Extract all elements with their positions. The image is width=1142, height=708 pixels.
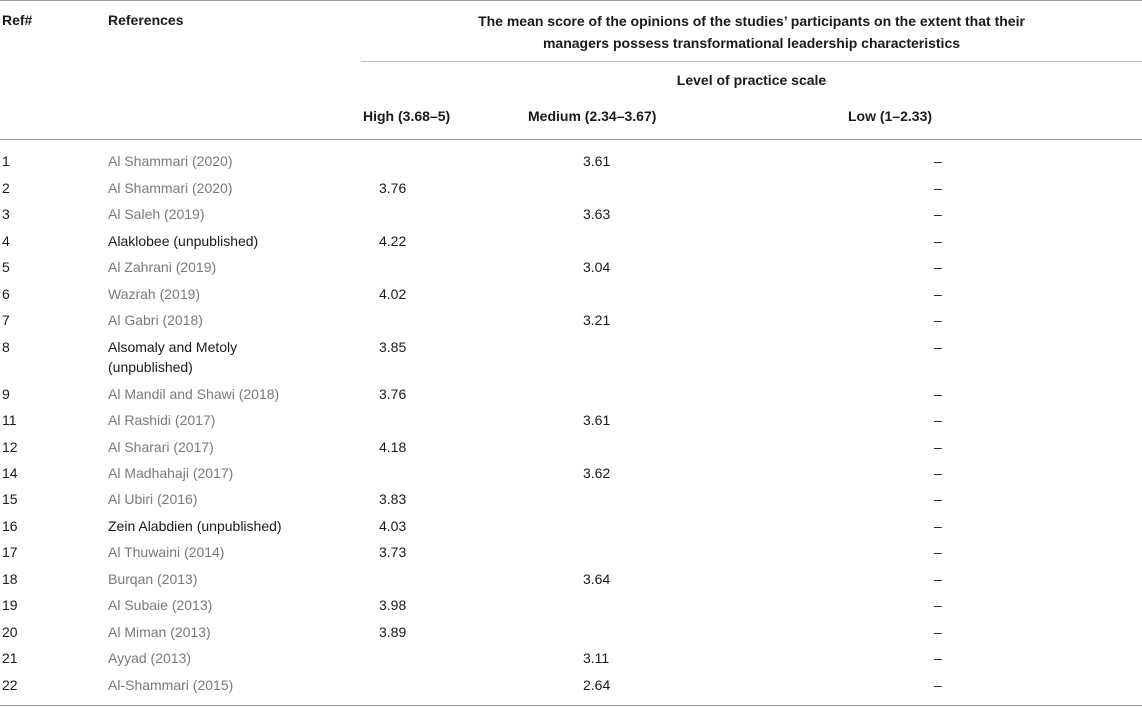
cell-high: 4.22 [379, 233, 407, 249]
cell-ref: 19 [2, 597, 18, 613]
cell-high: 3.85 [379, 339, 407, 355]
cell-ref: 5 [2, 259, 10, 275]
cell-reference-line-1: Alsomaly and Metoly [108, 339, 238, 355]
cell-reference: Al Mandil and Shawi (2018) [108, 386, 280, 402]
cell-high: 3.89 [379, 624, 407, 640]
cell-low: – [934, 386, 942, 402]
cell-low: – [934, 412, 942, 428]
cell-medium: 2.64 [583, 677, 611, 693]
cell-low: – [934, 286, 942, 302]
cell-medium: 3.61 [583, 153, 611, 169]
cell-ref: 21 [2, 650, 18, 666]
cell-reference: Al Rashidi (2017) [108, 412, 216, 428]
cell-low: – [934, 153, 942, 169]
header-mean-score: The mean score of the opinions of the st… [361, 10, 1142, 54]
cell-low: – [934, 259, 942, 275]
cell-low: – [934, 624, 942, 640]
header-sub-rule [361, 61, 1142, 62]
cell-ref: 6 [2, 286, 10, 302]
header-low: Low (1–2.33) [847, 108, 933, 124]
cell-high: 3.73 [379, 544, 407, 560]
cell-reference: Al Shammari (2020) [108, 153, 233, 169]
cell-ref: 17 [2, 544, 18, 560]
header-medium: Medium (2.34–3.67) [528, 108, 657, 124]
cell-low: – [934, 571, 942, 587]
cell-reference: Al Shammari (2020) [108, 180, 233, 196]
table-top-rule [0, 0, 1142, 1]
cell-low: – [934, 491, 942, 507]
cell-low: – [934, 465, 942, 481]
cell-medium: 3.11 [583, 650, 610, 666]
cell-low: – [934, 180, 942, 196]
cell-low: – [934, 233, 942, 249]
cell-ref: 14 [2, 465, 18, 481]
cell-reference: Alsomaly and Metoly (unpublished) [108, 337, 358, 377]
cell-reference: Al Miman (2013) [108, 624, 211, 640]
cell-ref: 1 [2, 153, 10, 169]
cell-ref: 15 [2, 491, 18, 507]
cell-reference: Al Gabri (2018) [108, 312, 203, 328]
cell-ref: 22 [2, 677, 18, 693]
header-level-of-practice: Level of practice scale [676, 72, 827, 88]
cell-medium: 3.63 [583, 206, 611, 222]
cell-low: – [934, 597, 942, 613]
cell-ref: 18 [2, 571, 18, 587]
cell-ref: 20 [2, 624, 18, 640]
cell-low: – [934, 206, 942, 222]
cell-low: – [934, 339, 942, 355]
cell-reference: Alaklobee (unpublished) [108, 233, 259, 249]
cell-ref: 8 [2, 339, 10, 355]
cell-reference: Wazrah (2019) [108, 286, 201, 302]
cell-medium: 3.64 [583, 571, 611, 587]
cell-reference: Burqan (2013) [108, 571, 198, 587]
cell-reference: Al Saleh (2019) [108, 206, 205, 222]
header-bottom-rule [0, 139, 1142, 140]
cell-reference: Al Subaie (2013) [108, 597, 213, 613]
cell-low: – [934, 650, 942, 666]
cell-reference: Al Thuwaini (2014) [108, 544, 225, 560]
cell-high: 4.02 [379, 286, 407, 302]
cell-ref: 7 [2, 312, 10, 328]
cell-low: – [934, 677, 942, 693]
cell-medium: 3.61 [583, 412, 611, 428]
cell-low: – [934, 518, 942, 534]
cell-reference: Al-Shammari (2015) [108, 677, 234, 693]
cell-ref: 3 [2, 206, 10, 222]
cell-ref: 12 [2, 439, 18, 455]
header-ref: Ref# [2, 12, 33, 28]
table-bottom-rule [0, 705, 1142, 706]
cell-high: 3.76 [379, 386, 407, 402]
cell-high: 4.03 [379, 518, 407, 534]
cell-ref: 9 [2, 386, 10, 402]
header-references: References [108, 12, 184, 28]
cell-high: 3.76 [379, 180, 407, 196]
cell-high: 3.83 [379, 491, 407, 507]
cell-reference: Al Ubiri (2016) [108, 491, 198, 507]
cell-ref: 16 [2, 518, 18, 534]
cell-high: 3.98 [379, 597, 407, 613]
header-mean-line-1: The mean score of the opinions of the st… [478, 13, 1025, 29]
cell-low: – [934, 312, 942, 328]
header-mean-line-2: managers possess transformational leader… [542, 35, 961, 51]
cell-ref: 4 [2, 233, 10, 249]
cell-medium: 3.04 [583, 259, 611, 275]
cell-reference: Zein Alabdien (unpublished) [108, 518, 282, 534]
cell-reference: Al Sharari (2017) [108, 439, 214, 455]
cell-reference: Al Madhahaji (2017) [108, 465, 234, 481]
cell-medium: 3.21 [583, 312, 611, 328]
cell-ref: 2 [2, 180, 10, 196]
cell-reference: Ayyad (2013) [108, 650, 192, 666]
cell-low: – [934, 439, 942, 455]
cell-ref: 11 [2, 412, 17, 428]
header-high: High (3.68–5) [363, 108, 451, 124]
cell-medium: 3.62 [583, 465, 611, 481]
cell-reference-line-2: (unpublished) [108, 359, 193, 375]
cell-reference: Al Zahrani (2019) [108, 259, 217, 275]
cell-high: 4.18 [379, 439, 407, 455]
cell-low: – [934, 544, 942, 560]
